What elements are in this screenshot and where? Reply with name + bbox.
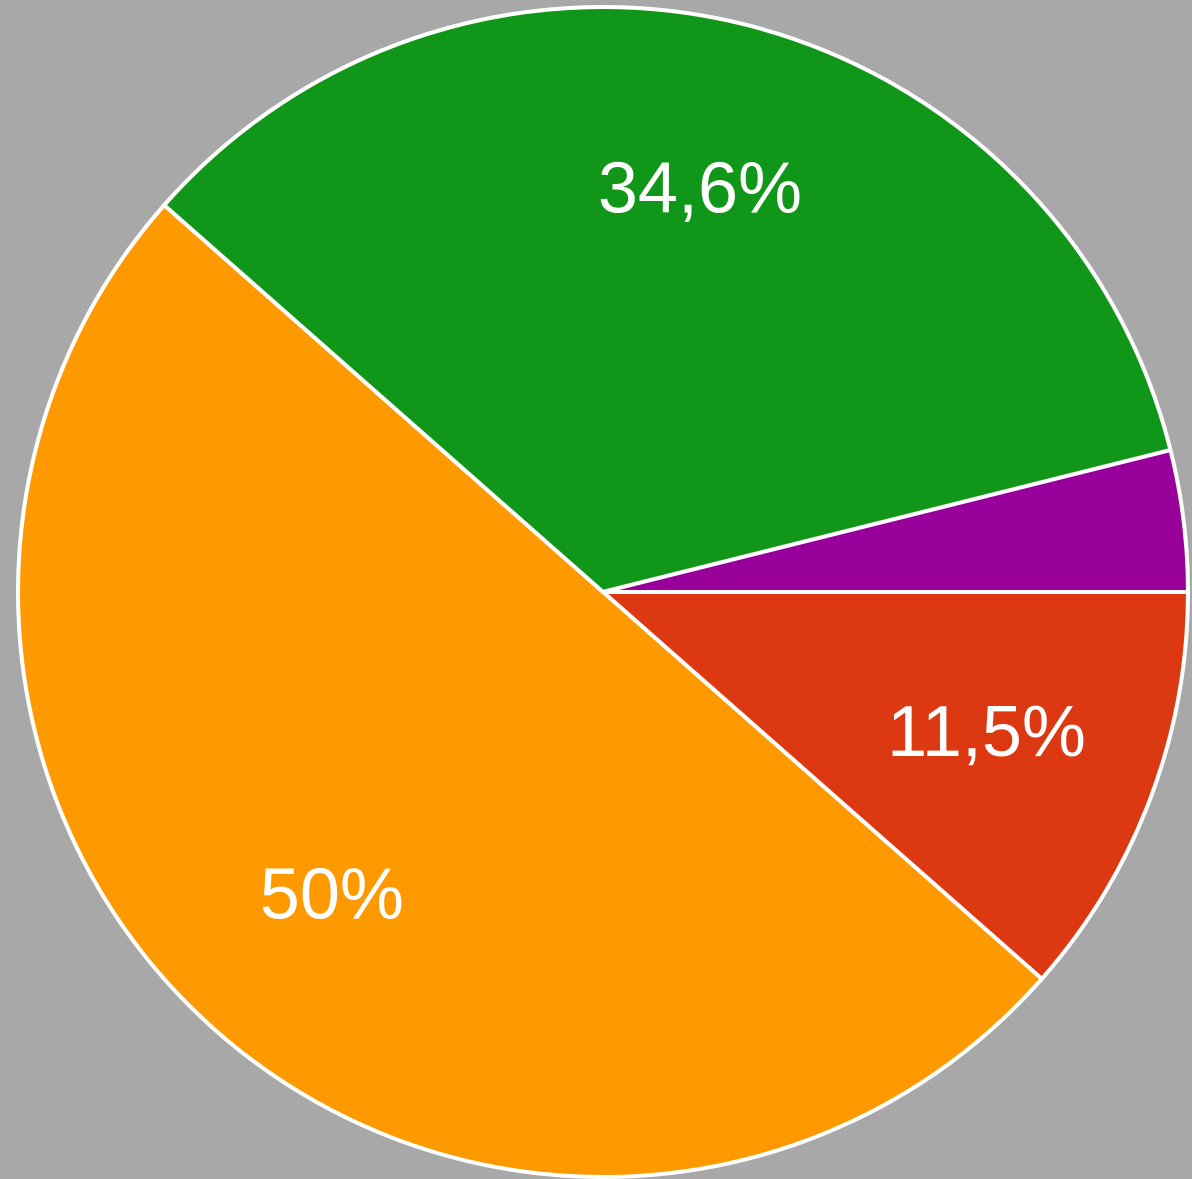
pie-slice bbox=[18, 205, 1042, 1177]
slice-labels: 11,5% 50% 34,6% bbox=[260, 149, 1086, 935]
pie-slice bbox=[601, 448, 1190, 594]
pie bbox=[18, 5, 1190, 1177]
slice-label: 11,5% bbox=[887, 692, 1086, 772]
slice-label: 34,6% bbox=[598, 149, 802, 229]
slice-label: 50% bbox=[260, 855, 404, 935]
pie-slice bbox=[601, 590, 1190, 981]
pie-slice bbox=[162, 5, 1173, 594]
